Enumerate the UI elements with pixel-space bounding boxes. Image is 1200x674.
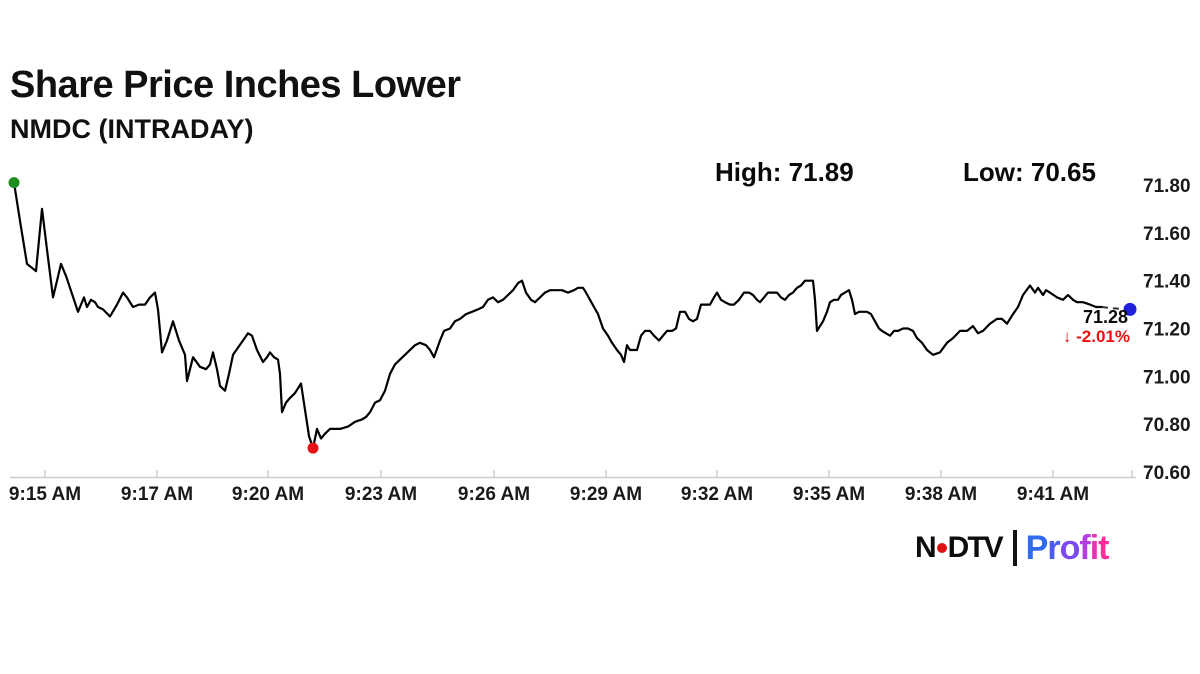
y-axis-label: 71.00 <box>1143 367 1191 388</box>
profit-letter: f <box>1079 529 1090 567</box>
down-arrow-icon: ↓ <box>1062 327 1072 346</box>
change-annotation: ↓ -2.01% <box>1000 328 1130 345</box>
x-axis-label: 9:15 AM <box>9 484 81 505</box>
x-axis-label: 9:17 AM <box>121 484 193 505</box>
session-low-marker <box>307 442 319 454</box>
y-axis-label: 70.80 <box>1143 415 1191 436</box>
red-dot-icon <box>936 543 947 553</box>
y-axis-label: 71.80 <box>1143 176 1191 197</box>
logo-separator <box>1012 530 1017 566</box>
y-axis-label: 71.60 <box>1143 224 1191 245</box>
x-axis-label: 9:38 AM <box>905 484 977 505</box>
last-trade-marker <box>1123 302 1137 316</box>
session-start-marker <box>8 177 20 189</box>
price-line <box>12 181 1104 450</box>
ndtv-letter-n: N <box>915 531 937 564</box>
profit-letter: r <box>1047 529 1060 567</box>
ndtv-profit-logo: N DTV Profit <box>915 529 1110 567</box>
last-price-annotation: 71.28 <box>1082 307 1128 327</box>
y-axis-label: 70.60 <box>1143 463 1191 484</box>
x-axis-label: 9:29 AM <box>570 484 642 505</box>
ndtv-letters-dtv: DTV <box>947 531 1004 564</box>
low-value-label: Low: 70.65 <box>963 157 1096 187</box>
profit-letter: i <box>1089 529 1100 567</box>
ndtv-wordmark: N DTV <box>915 531 1004 564</box>
x-axis-label: 9:32 AM <box>681 484 753 505</box>
high-value-label: High: 71.89 <box>715 157 854 187</box>
page-title: Share Price Inches Lower <box>10 64 461 106</box>
price-line-dashed <box>1101 306 1127 311</box>
x-axis-label: 9:23 AM <box>345 484 417 505</box>
profit-letter: t <box>1098 529 1109 567</box>
x-axis-label: 9:26 AM <box>458 484 530 505</box>
change-percent: -2.01% <box>1076 327 1130 346</box>
profit-letter: P <box>1025 529 1049 567</box>
profit-letter: o <box>1059 529 1081 567</box>
chart-subtitle: NMDC (INTRADAY) <box>10 114 254 144</box>
x-axis-label: 9:35 AM <box>793 484 865 505</box>
profit-wordmark: Profit <box>1025 529 1110 567</box>
y-axis-label: 71.20 <box>1143 320 1191 341</box>
x-axis-label: 9:20 AM <box>232 484 304 505</box>
y-axis-label: 71.40 <box>1143 272 1191 293</box>
x-axis-label: 9:41 AM <box>1017 484 1089 505</box>
